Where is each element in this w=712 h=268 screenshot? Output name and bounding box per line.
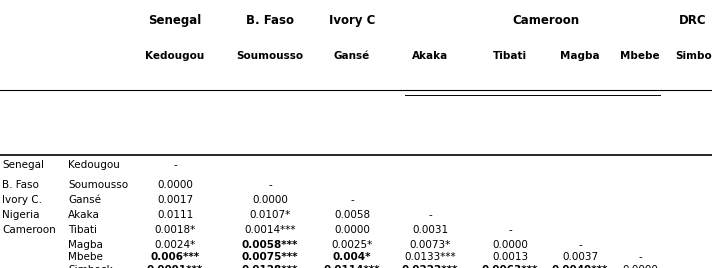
Text: 0.0017: 0.0017 (157, 195, 193, 205)
Text: 0.0025*: 0.0025* (331, 240, 372, 250)
Text: Tibati: Tibati (68, 225, 97, 235)
Text: Senegal: Senegal (148, 14, 201, 27)
Text: 0.0013: 0.0013 (492, 252, 528, 262)
Text: 0.0222***: 0.0222*** (402, 265, 459, 268)
Text: Senegal: Senegal (2, 160, 44, 170)
Text: Cameroon: Cameroon (2, 225, 56, 235)
Text: 0.0000: 0.0000 (492, 240, 528, 250)
Text: DRC: DRC (679, 14, 707, 27)
Text: -: - (638, 252, 642, 262)
Text: Cameroon: Cameroon (513, 14, 580, 27)
Text: 0.0000: 0.0000 (252, 195, 288, 205)
Text: -: - (350, 195, 354, 205)
Text: Soumousso: Soumousso (236, 51, 303, 61)
Text: 0.0031: 0.0031 (412, 225, 448, 235)
Text: Akaka: Akaka (412, 51, 448, 61)
Text: Nigeria: Nigeria (2, 210, 39, 220)
Text: 0.0024*: 0.0024* (155, 240, 196, 250)
Text: Ivory C.: Ivory C. (2, 195, 42, 205)
Text: 0.0058***: 0.0058*** (242, 240, 298, 250)
Text: B. Faso: B. Faso (246, 14, 294, 27)
Text: Akaka: Akaka (68, 210, 100, 220)
Text: 0.0014***: 0.0014*** (244, 225, 295, 235)
Text: 0.0075***: 0.0075*** (242, 252, 298, 262)
Text: Ivory C: Ivory C (329, 14, 375, 27)
Text: Mbebe: Mbebe (68, 252, 103, 262)
Text: B. Faso: B. Faso (2, 180, 39, 190)
Text: 0.006***: 0.006*** (150, 252, 199, 262)
Text: Kedougou: Kedougou (145, 51, 204, 61)
Text: 0.0037: 0.0037 (562, 252, 598, 262)
Text: Kedougou: Kedougou (68, 160, 120, 170)
Text: 0.0111: 0.0111 (157, 210, 193, 220)
Text: Simbock: Simbock (675, 51, 712, 61)
Text: 0.0107*: 0.0107* (249, 210, 290, 220)
Text: Soumousso: Soumousso (68, 180, 128, 190)
Text: 0.0000: 0.0000 (622, 265, 658, 268)
Text: 0.0000: 0.0000 (157, 180, 193, 190)
Text: 0.004*: 0.004* (333, 252, 371, 262)
Text: Mbebe: Mbebe (620, 51, 660, 61)
Text: Magba: Magba (560, 51, 600, 61)
Text: 0.0049***: 0.0049*** (552, 265, 608, 268)
Text: -: - (268, 180, 272, 190)
Text: Tibati: Tibati (493, 51, 527, 61)
Text: 0.0114***: 0.0114*** (324, 265, 380, 268)
Text: 0.0128***: 0.0128*** (242, 265, 298, 268)
Text: -: - (698, 265, 702, 268)
Text: 0.0133***: 0.0133*** (404, 252, 456, 262)
Text: 0.0058: 0.0058 (334, 210, 370, 220)
Text: 0.0000: 0.0000 (334, 225, 370, 235)
Text: 0.0073*: 0.0073* (409, 240, 451, 250)
Text: 0.0091***: 0.0091*** (147, 265, 203, 268)
Text: 0.0018*: 0.0018* (155, 225, 196, 235)
Text: -: - (173, 160, 177, 170)
Text: Simbock: Simbock (68, 265, 112, 268)
Text: Magba: Magba (68, 240, 103, 250)
Text: Gansé: Gansé (68, 195, 101, 205)
Text: -: - (508, 225, 512, 235)
Text: -: - (578, 240, 582, 250)
Text: Gansé: Gansé (334, 51, 370, 61)
Text: -: - (428, 210, 432, 220)
Text: 0.0063***: 0.0063*** (482, 265, 538, 268)
